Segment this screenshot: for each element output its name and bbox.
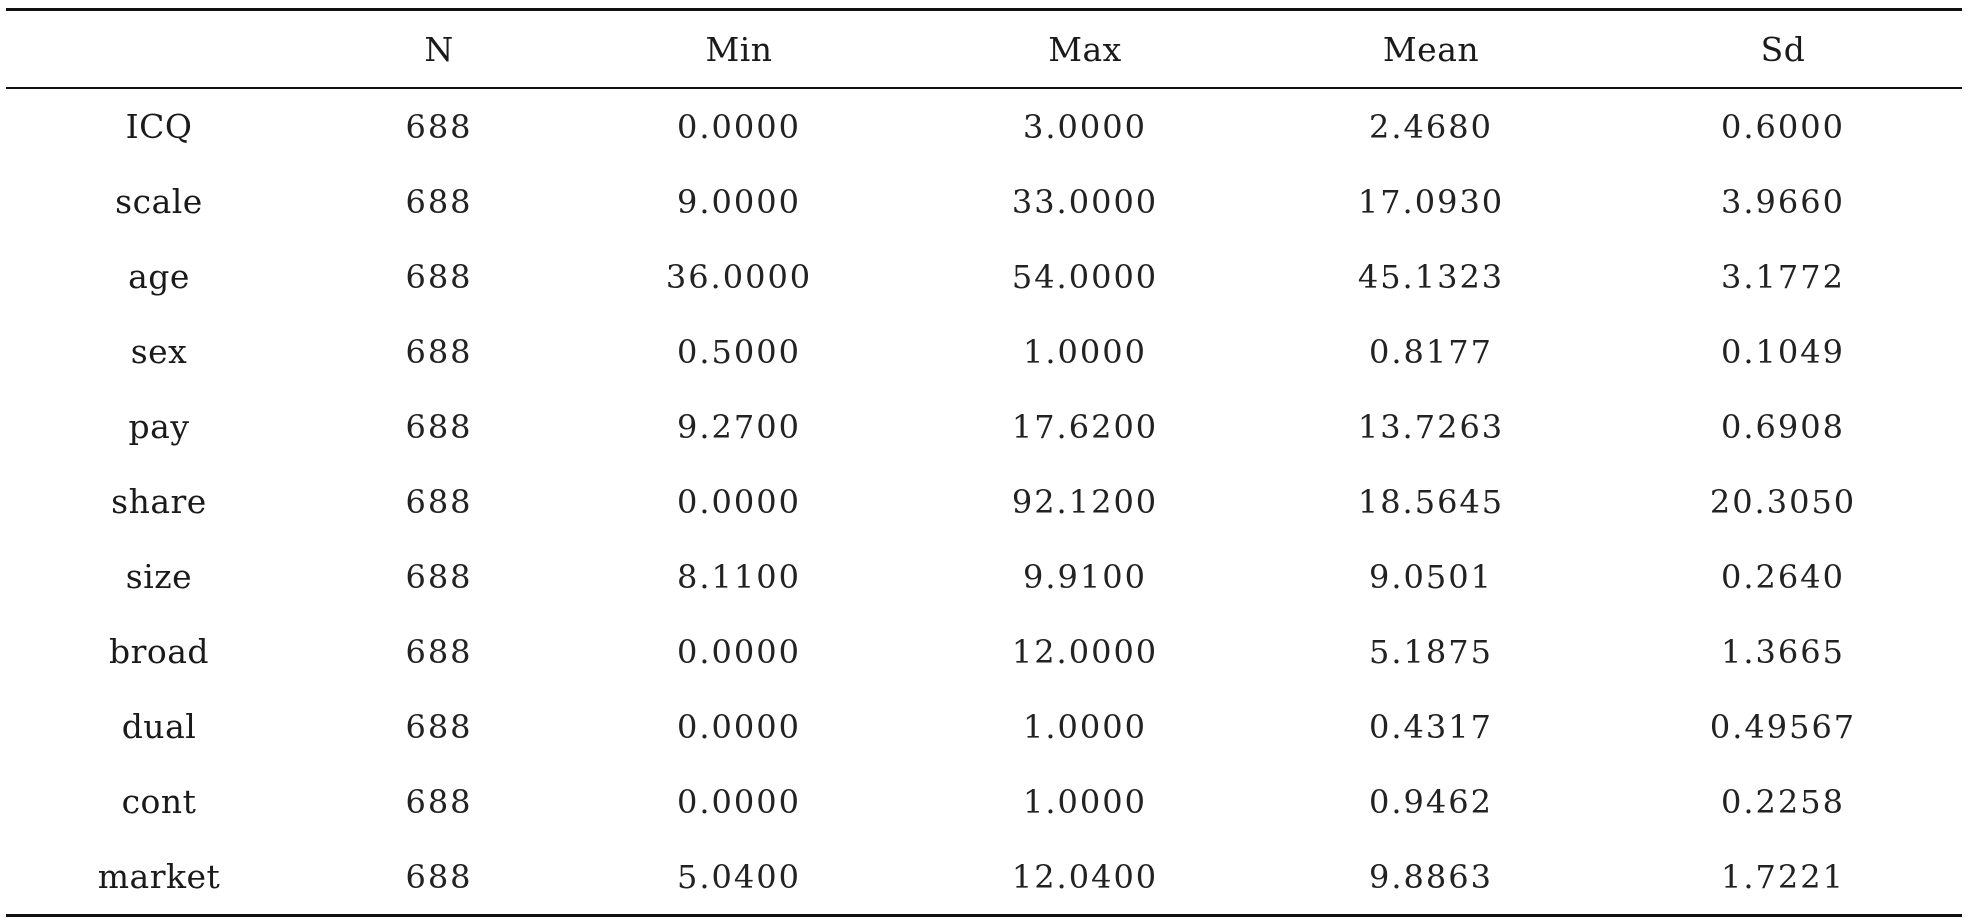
table-row: share 688 0.0000 92.1200 18.5645 20.3050: [6, 464, 1962, 539]
table-row: scale 688 9.0000 33.0000 17.0930 3.9660: [6, 164, 1962, 239]
cell-mean: 2.4680: [1369, 107, 1493, 146]
cell-sd: 3.1772: [1721, 257, 1845, 296]
cell-max: 1.0000: [1023, 332, 1147, 371]
cell-max: 12.0400: [1011, 857, 1159, 896]
cell-min: 5.0400: [677, 857, 801, 896]
descriptive-statistics-table-container: N Min Max Mean Sd ICQ 688 0.0000 3.0000 2.46…: [6, 8, 1962, 917]
cell-n: 688: [405, 857, 473, 896]
table-row: market 688 5.0400 12.0400 9.8863 1.7221: [6, 839, 1962, 916]
row-label: sex: [130, 332, 188, 371]
row-label: size: [125, 557, 193, 596]
cell-mean: 5.1875: [1369, 632, 1493, 671]
cell-sd: 1.7221: [1721, 857, 1845, 896]
cell-mean: 0.8177: [1369, 332, 1493, 371]
row-label: dual: [121, 707, 197, 746]
cell-min: 0.0000: [677, 782, 801, 821]
cell-max: 1.0000: [1023, 707, 1147, 746]
header-n: N: [424, 29, 454, 69]
table-row: size 688 8.1100 9.9100 9.0501 0.2640: [6, 539, 1962, 614]
cell-mean: 17.0930: [1357, 182, 1505, 221]
cell-min: 0.0000: [677, 482, 801, 521]
table-row: dual 688 0.0000 1.0000 0.4317 0.49567: [6, 689, 1962, 764]
cell-sd: 0.49567: [1709, 707, 1857, 746]
header-min: Min: [705, 29, 773, 69]
cell-max: 3.0000: [1023, 107, 1147, 146]
cell-sd: 0.2640: [1721, 557, 1845, 596]
row-label: pay: [128, 407, 190, 446]
table-row: pay 688 9.2700 17.6200 13.7263 0.6908: [6, 389, 1962, 464]
table-body: ICQ 688 0.0000 3.0000 2.4680 0.6000 scale 688 9.…: [6, 88, 1962, 916]
cell-min: 8.1100: [677, 557, 801, 596]
cell-max: 92.1200: [1011, 482, 1159, 521]
cell-n: 688: [405, 707, 473, 746]
cell-mean: 9.0501: [1369, 557, 1493, 596]
cell-sd: 0.2258: [1721, 782, 1845, 821]
cell-min: 36.0000: [665, 257, 813, 296]
row-label: broad: [108, 632, 210, 671]
row-label: age: [128, 257, 190, 296]
cell-max: 1.0000: [1023, 782, 1147, 821]
cell-max: 54.0000: [1011, 257, 1159, 296]
cell-sd: 0.6908: [1721, 407, 1845, 446]
cell-min: 0.0000: [677, 107, 801, 146]
cell-n: 688: [405, 107, 473, 146]
header-max: Max: [1048, 29, 1122, 69]
cell-max: 12.0000: [1011, 632, 1159, 671]
row-label: scale: [115, 182, 203, 221]
descriptive-statistics-table: N Min Max Mean Sd ICQ 688 0.0000 3.0000 2.46…: [6, 8, 1962, 917]
row-label: ICQ: [125, 107, 193, 146]
header-variable: [6, 10, 312, 89]
table-row: broad 688 0.0000 12.0000 5.1875 1.3665: [6, 614, 1962, 689]
cell-min: 0.5000: [677, 332, 801, 371]
cell-sd: 20.3050: [1709, 482, 1857, 521]
row-label: share: [111, 482, 207, 521]
cell-max: 9.9100: [1023, 557, 1147, 596]
table-row: age 688 36.0000 54.0000 45.1323 3.1772: [6, 239, 1962, 314]
cell-sd: 1.3665: [1721, 632, 1845, 671]
cell-n: 688: [405, 482, 473, 521]
row-label: market: [97, 857, 221, 896]
cell-min: 9.0000: [677, 182, 801, 221]
cell-mean: 9.8863: [1369, 857, 1493, 896]
cell-n: 688: [405, 332, 473, 371]
cell-sd: 0.1049: [1721, 332, 1845, 371]
cell-max: 33.0000: [1011, 182, 1159, 221]
cell-mean: 18.5645: [1357, 482, 1505, 521]
table-row: sex 688 0.5000 1.0000 0.8177 0.1049: [6, 314, 1962, 389]
cell-n: 688: [405, 557, 473, 596]
cell-mean: 0.4317: [1369, 707, 1493, 746]
cell-mean: 13.7263: [1357, 407, 1505, 446]
cell-min: 9.2700: [677, 407, 801, 446]
cell-n: 688: [405, 257, 473, 296]
table-row: cont 688 0.0000 1.0000 0.9462 0.2258: [6, 764, 1962, 839]
cell-n: 688: [405, 407, 473, 446]
table-row: ICQ 688 0.0000 3.0000 2.4680 0.6000: [6, 88, 1962, 164]
cell-mean: 45.1323: [1357, 257, 1505, 296]
cell-n: 688: [405, 632, 473, 671]
cell-n: 688: [405, 782, 473, 821]
cell-min: 0.0000: [677, 707, 801, 746]
cell-max: 17.6200: [1011, 407, 1159, 446]
header-mean: Mean: [1382, 29, 1480, 69]
cell-n: 688: [405, 182, 473, 221]
cell-sd: 3.9660: [1721, 182, 1845, 221]
table-header-row: N Min Max Mean Sd: [6, 9, 1962, 89]
cell-sd: 0.6000: [1721, 107, 1845, 146]
cell-min: 0.0000: [677, 632, 801, 671]
header-sd: Sd: [1760, 29, 1806, 69]
row-label: cont: [121, 782, 197, 821]
cell-mean: 0.9462: [1369, 782, 1493, 821]
